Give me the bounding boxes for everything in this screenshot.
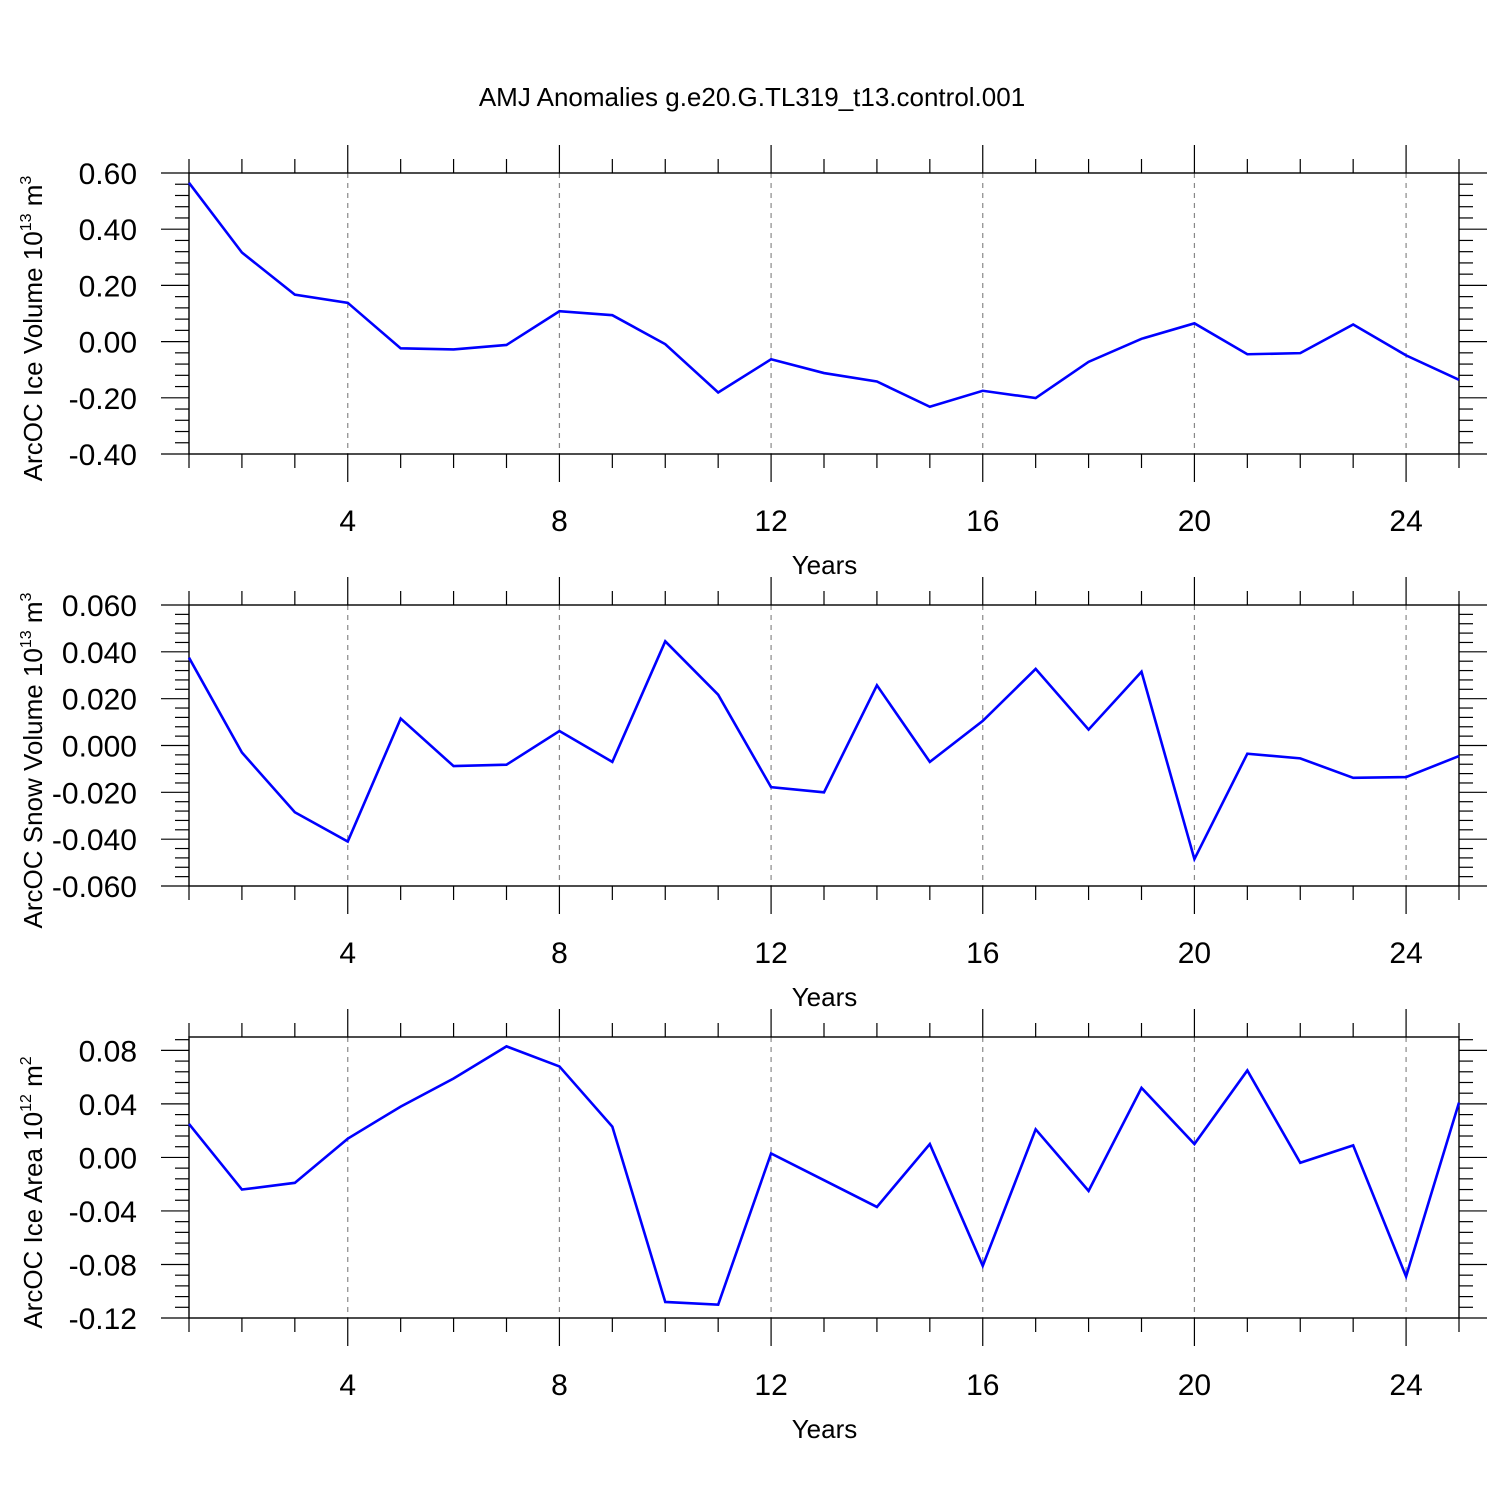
y-axis-title-unit: m [18, 1065, 48, 1094]
x-axis-title: Years [792, 982, 858, 1012]
y-axis-title-main: ArcOC Ice Volume 10 [18, 231, 48, 481]
chart-panel-2: -0.060 -0.040 -0.020 0.000 0.020 0.040 0.060 4 8… [18, 577, 1487, 1012]
x-tick-label: 4 [339, 937, 356, 970]
x-tick-label: 20 [1178, 505, 1211, 538]
panels: -0.40-0.200.000.200.400.604 8 12 16 20 24Year… [18, 145, 1487, 1444]
y-tick-label: 0.00 [79, 1142, 137, 1175]
chart-panel-3: -0.12 -0.08 -0.04 0.00 0.04 0.08 4 8 12 16 20 24 Yea… [18, 1009, 1487, 1444]
x-tick-label: 4 [339, 1369, 356, 1402]
x-tick-label: 20 [1178, 1369, 1211, 1402]
y-tick-label: 0.00 [79, 327, 137, 360]
y-tick-label: -0.04 [69, 1196, 137, 1229]
y-tick-label: 0.60 [79, 158, 137, 191]
x-tick-label: 24 [1389, 937, 1422, 970]
x-tick-label: 12 [754, 937, 787, 970]
x-tick-label: 12 [754, 505, 787, 538]
x-tick-label: 16 [966, 1369, 999, 1402]
y-axis-title-main: ArcOC Ice Area 10 [18, 1112, 48, 1329]
x-tick-label: 8 [551, 505, 568, 538]
y-axis-title-unit-exponent: 3 [18, 592, 35, 601]
y-tick-label: -0.40 [69, 439, 137, 472]
y-tick-label: -0.12 [69, 1303, 137, 1336]
y-tick-label: 0.08 [79, 1035, 137, 1068]
y-axis-title: ArcOC Ice Volume 1013 m3 [18, 176, 48, 482]
y-tick-label: -0.020 [52, 777, 137, 810]
y-axis-title-exponent: 13 [18, 213, 35, 231]
y-tick-label: -0.060 [52, 871, 137, 904]
x-axis-title: Years [792, 1414, 858, 1444]
y-tick-label: -0.08 [69, 1249, 137, 1282]
figure-title: AMJ Anomalies g.e20.G.TL319_t13.control.… [479, 82, 1025, 112]
x-tick-label: 16 [966, 505, 999, 538]
x-tick-label: 12 [754, 1369, 787, 1402]
y-tick-label: -0.20 [69, 383, 137, 416]
y-axis-title-unit: m [18, 185, 48, 214]
y-tick-label: 0.000 [62, 731, 137, 764]
y-tick-label: 0.20 [79, 270, 137, 303]
y-axis-title: ArcOC Ice Area 1012 m2 [18, 1056, 48, 1328]
y-tick-label: 0.40 [79, 214, 137, 247]
y-axis-title-unit-exponent: 2 [18, 1056, 35, 1065]
y-tick-label: 0.020 [62, 684, 137, 717]
chart-panel-1: -0.40 -0.20 0.00 0.20 0.40 0.60 4 8 12 16 20 24 Year… [18, 145, 1487, 580]
y-axis-title: ArcOC Snow Volume 1013 m3 [18, 592, 48, 928]
y-axis-title-exponent: 13 [18, 630, 35, 648]
x-tick-label: 24 [1389, 1369, 1422, 1402]
x-tick-label: 4 [339, 505, 356, 538]
y-axis-title-unit-exponent: 3 [18, 176, 35, 185]
x-tick-label: 8 [551, 937, 568, 970]
y-tick-label: -0.040 [52, 824, 137, 857]
x-tick-label: 16 [966, 937, 999, 970]
y-axis-title-unit: m [18, 601, 48, 630]
x-tick-label: 24 [1389, 505, 1422, 538]
y-tick-label: 0.060 [62, 590, 137, 623]
y-tick-label: 0.040 [62, 637, 137, 670]
x-tick-label: 20 [1178, 937, 1211, 970]
x-tick-label: 8 [551, 1369, 568, 1402]
x-axis-title: Years [792, 550, 858, 580]
y-tick-label: 0.04 [79, 1089, 137, 1122]
y-axis-title-main: ArcOC Snow Volume 10 [18, 648, 48, 928]
y-axis-title-exponent: 12 [18, 1094, 35, 1112]
